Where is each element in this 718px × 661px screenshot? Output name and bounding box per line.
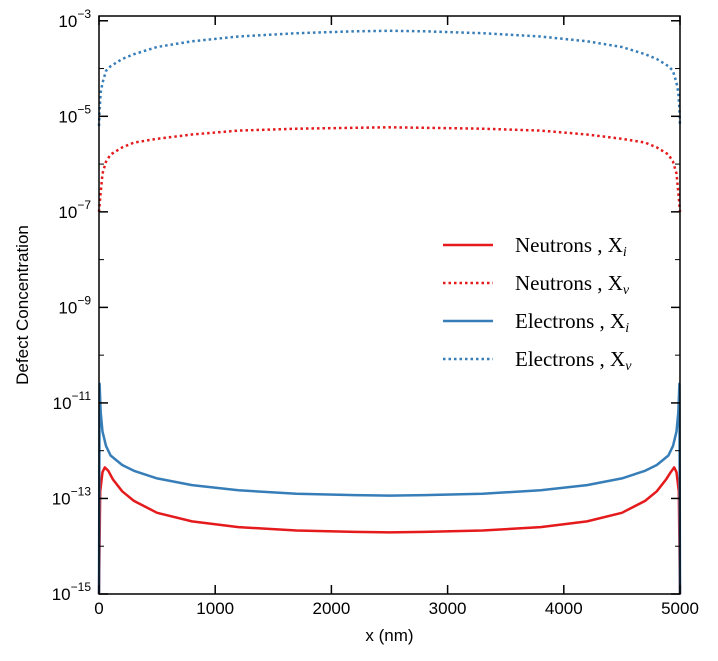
- x-tick-label: 2000: [312, 599, 350, 618]
- series-layer: [97, 29, 682, 595]
- series-line-0: [97, 466, 682, 595]
- tick-layer: 0 1000 2000 3000 4000 5000 10−15 10−13 10−11 10−9…: [52, 7, 699, 618]
- series-line-1: [97, 126, 682, 213]
- y-tick-label: 10−9: [58, 293, 91, 317]
- x-tick-label: 0: [94, 599, 103, 618]
- y-tick-label: 10−5: [58, 102, 91, 126]
- legend-entry-3: Electrons , Xv: [515, 347, 632, 374]
- series-line-3: [97, 29, 682, 126]
- y-tick-label: 10−7: [58, 198, 91, 222]
- plot-frame: [98, 15, 681, 595]
- legend-entry-1: Neutrons , Xv: [515, 271, 630, 298]
- x-tick-label: 5000: [661, 599, 699, 618]
- legend: Neutrons , Xi Neutrons , Xv Electrons , Xi…: [443, 233, 632, 374]
- legend-entry-0: Neutrons , Xi: [515, 233, 627, 260]
- y-axis-label: Defect Concentration: [13, 225, 32, 385]
- x-axis-label: x (nm): [365, 626, 413, 645]
- y-tick-label: 10−3: [58, 7, 91, 31]
- legend-entry-2: Electrons , Xi: [515, 309, 629, 336]
- y-tick-label: 10−11: [53, 389, 92, 413]
- x-tick-label: 1000: [196, 599, 234, 618]
- x-tick-label: 4000: [545, 599, 583, 618]
- x-tick-label: 3000: [429, 599, 467, 618]
- y-tick-label: 10−15: [52, 580, 92, 604]
- series-line-2: [97, 382, 682, 595]
- y-tick-label: 10−13: [52, 484, 92, 508]
